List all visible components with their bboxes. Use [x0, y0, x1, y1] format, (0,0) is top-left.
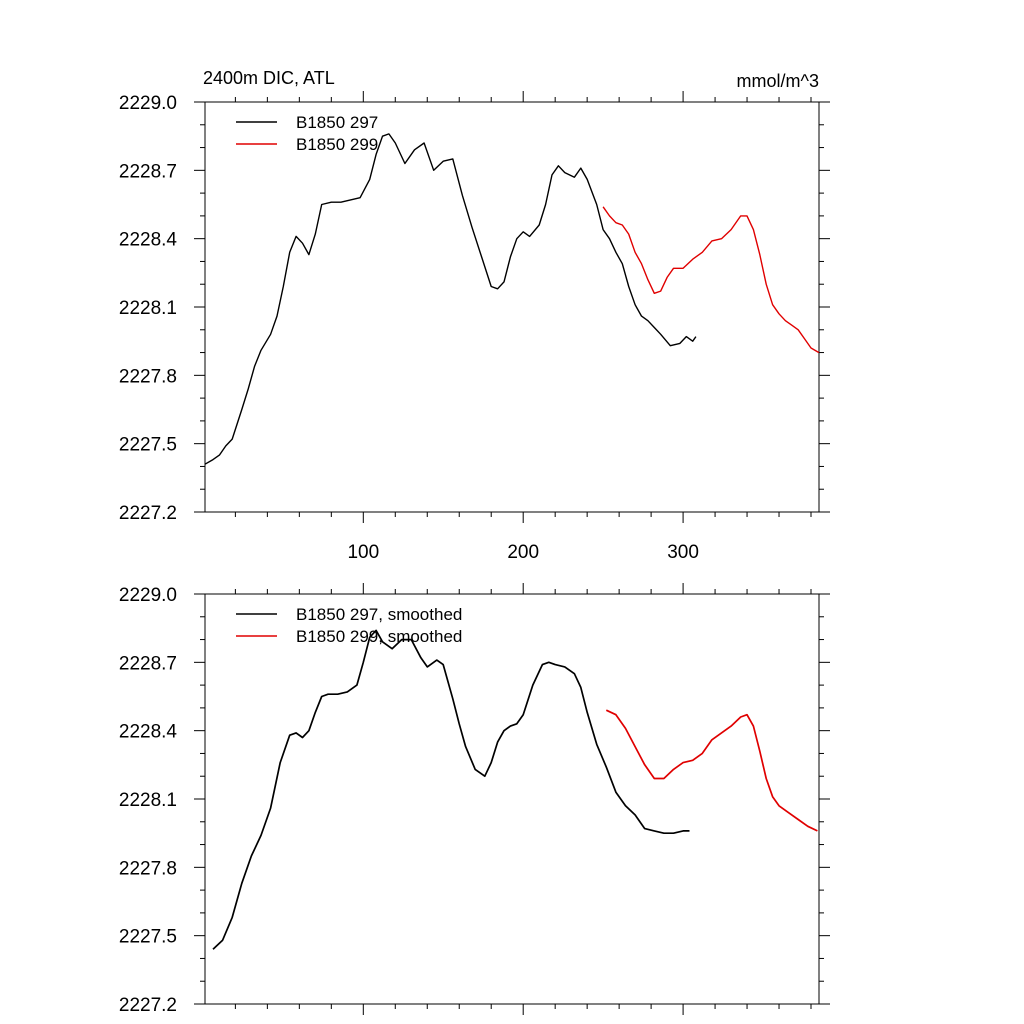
y-tick-label: 2228.4	[119, 722, 178, 743]
legend-label: B1850 299	[296, 135, 378, 154]
x-tick-label: 300	[667, 542, 699, 563]
right-title: mmol/m^3	[737, 71, 819, 91]
y-tick-label: 2229.0	[119, 585, 177, 606]
legend-label: B1850 297, smoothed	[296, 605, 462, 624]
y-tick-label: 2227.8	[119, 366, 177, 387]
series-line-b1850-299	[602, 206, 820, 354]
y-tick-label: 2229.0	[119, 93, 177, 114]
left-title: 2400m DIC, ATL	[203, 68, 335, 88]
top-panel: 100 200 300 2227.2 2227.5 2227.8 2228.1 2228.4 2…	[119, 91, 830, 563]
y-tick-label: 2227.8	[119, 858, 177, 879]
y-tick-label: 2228.1	[119, 298, 177, 319]
y-tick-label: 2228.7	[119, 653, 177, 674]
y-tick-label: 2228.4	[119, 230, 178, 251]
x-tick-label: 200	[507, 542, 539, 563]
legend-label: B1850 297	[296, 113, 378, 132]
y-tick-label: 2227.5	[119, 927, 177, 948]
y-tick-label: 2228.1	[119, 790, 177, 811]
series-line-b1850-297-smoothed	[212, 629, 690, 950]
y-tick-label: 2227.2	[119, 995, 177, 1016]
y-tick-label: 2227.2	[119, 503, 177, 524]
series-line-b1850-297	[204, 133, 697, 465]
series-line-b1850-299-smoothed	[605, 709, 818, 832]
plot-frame	[204, 101, 820, 513]
y-tick-label: 2227.5	[119, 435, 177, 456]
x-tick-label: 100	[347, 542, 379, 563]
bottom-panel: 2227.2 2227.5 2227.8 2228.1 2228.4 2228.7 2229…	[119, 583, 830, 1016]
legend-label: B1850 299, smoothed	[296, 627, 462, 646]
y-tick-label: 2228.7	[119, 161, 177, 182]
plot-frame	[204, 593, 820, 1005]
